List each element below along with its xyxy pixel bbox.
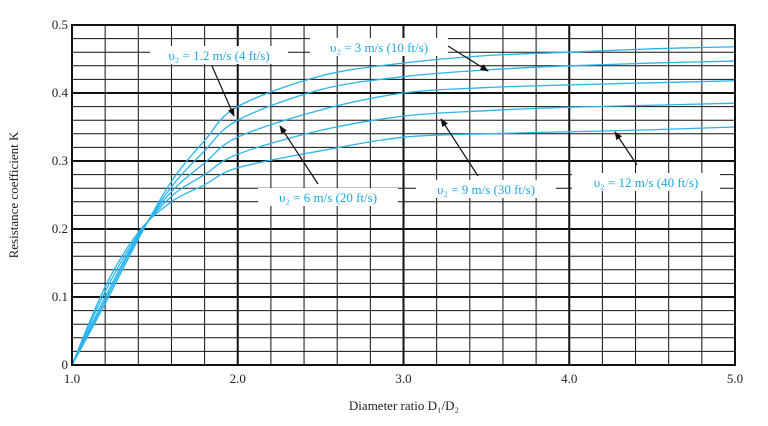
annotation-box: [572, 173, 720, 191]
y-tick-label: 0.5: [52, 17, 68, 32]
annotation-box: [416, 180, 556, 198]
annotation-box: [150, 46, 288, 64]
annotation-arrow: [447, 45, 489, 72]
series-line: [71, 46, 736, 366]
series-annotation-label: υ₂ = 9 m/s (30 ft/s): [437, 182, 535, 197]
y-tick-label: 0.1: [52, 289, 68, 304]
annotation-arrow: [279, 125, 319, 185]
x-tick-label: 4.0: [561, 371, 577, 386]
series-line: [71, 126, 736, 366]
series-line: [71, 102, 736, 366]
grid: [71, 24, 736, 366]
series-annotation-label: υ₂ = 12 m/s (40 ft/s): [594, 175, 699, 190]
y-axis-label: Resistance coefficient K: [6, 131, 21, 258]
x-tick-label: 1.0: [64, 371, 80, 386]
x-tick-label: 3.0: [395, 371, 411, 386]
x-tick-label: 5.0: [727, 371, 743, 386]
y-tick-label: 0.4: [52, 85, 69, 100]
annotation-arrow: [614, 131, 638, 166]
tick-labels: 1.0 2.0 3.0 4.0 5.0 0 0.1 0.2 0.3 0.4 0.5: [52, 17, 743, 386]
series-annotation-label: υ₂ = 6 m/s (20 ft/s): [279, 190, 377, 205]
curves: [71, 46, 736, 366]
x-axis-label: Diameter ratio D₁/D₂: [349, 398, 459, 413]
annotations: υ₂ = 1.2 m/s (4 ft/s) υ₂ = 3 m/s (10 ft/s…: [150, 38, 720, 206]
plot-frame: [71, 24, 736, 366]
annotation-arrow: [211, 65, 235, 117]
y-tick-label: 0.2: [52, 221, 68, 236]
x-tick-label: 2.0: [230, 371, 246, 386]
series-line: [71, 80, 736, 366]
annotation-box: [258, 188, 398, 206]
series-annotation-label: υ₂ = 3 m/s (10 ft/s): [330, 40, 428, 55]
annotation-box: [310, 38, 448, 56]
series-line: [71, 60, 736, 366]
series-annotation-label: υ₂ = 1.2 m/s (4 ft/s): [168, 48, 269, 63]
y-tick-label: 0.3: [52, 153, 68, 168]
y-tick-label: 0: [62, 357, 69, 372]
annotation-arrow: [440, 118, 479, 177]
